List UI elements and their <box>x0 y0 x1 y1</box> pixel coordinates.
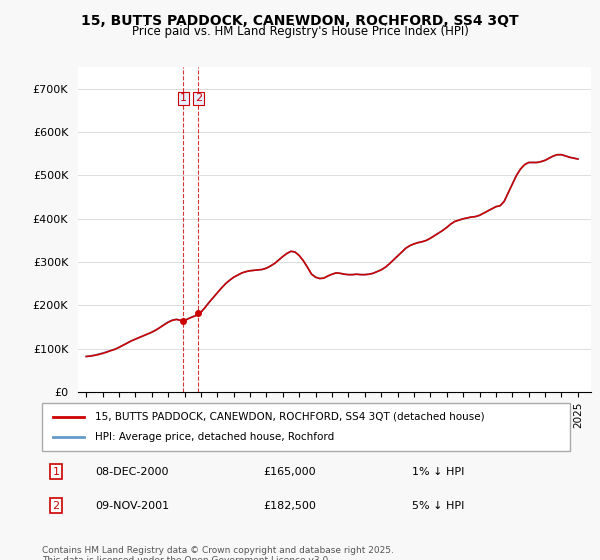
Text: 2: 2 <box>195 93 202 103</box>
Text: 5% ↓ HPI: 5% ↓ HPI <box>412 501 464 511</box>
FancyBboxPatch shape <box>42 403 570 451</box>
Text: 15, BUTTS PADDOCK, CANEWDON, ROCHFORD, SS4 3QT: 15, BUTTS PADDOCK, CANEWDON, ROCHFORD, S… <box>81 14 519 28</box>
Text: 1% ↓ HPI: 1% ↓ HPI <box>412 466 464 477</box>
Text: 15, BUTTS PADDOCK, CANEWDON, ROCHFORD, SS4 3QT (detached house): 15, BUTTS PADDOCK, CANEWDON, ROCHFORD, S… <box>95 412 484 422</box>
Text: £165,000: £165,000 <box>264 466 316 477</box>
Text: 1: 1 <box>180 93 187 103</box>
Text: Contains HM Land Registry data © Crown copyright and database right 2025.
This d: Contains HM Land Registry data © Crown c… <box>42 546 394 560</box>
Text: HPI: Average price, detached house, Rochford: HPI: Average price, detached house, Roch… <box>95 432 334 442</box>
Text: 08-DEC-2000: 08-DEC-2000 <box>95 466 168 477</box>
Text: £182,500: £182,500 <box>264 501 317 511</box>
Text: 2: 2 <box>53 501 59 511</box>
Text: 09-NOV-2001: 09-NOV-2001 <box>95 501 169 511</box>
Text: Price paid vs. HM Land Registry's House Price Index (HPI): Price paid vs. HM Land Registry's House … <box>131 25 469 38</box>
Text: 1: 1 <box>53 466 59 477</box>
